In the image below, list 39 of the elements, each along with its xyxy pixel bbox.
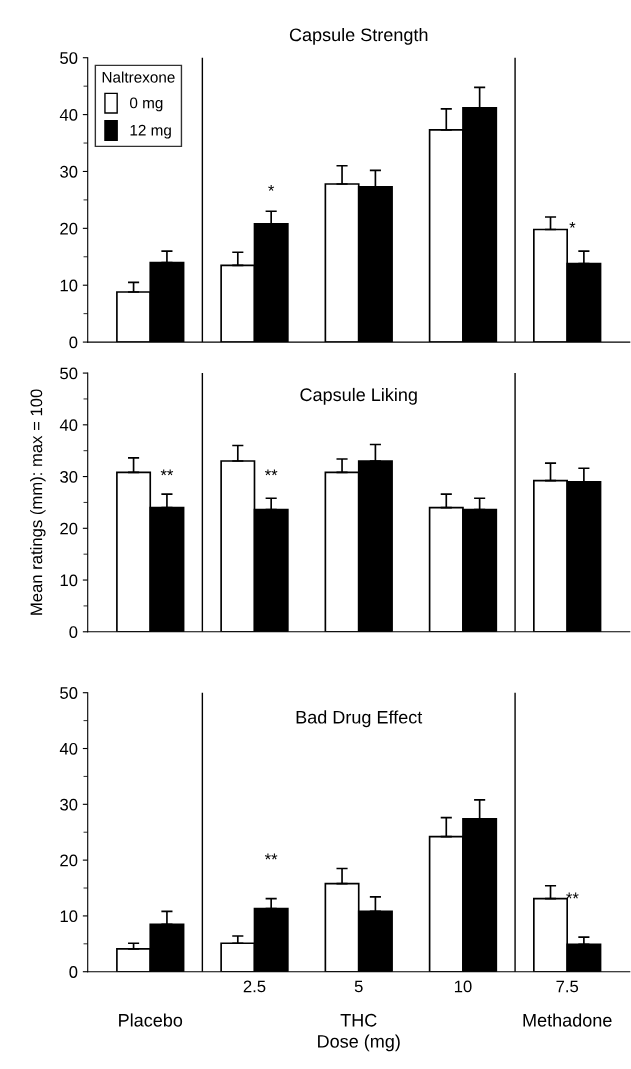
text: THC [340,1013,377,1027]
y-tick-label: 30 [60,470,78,483]
y-tick-label: 40 [59,109,78,121]
annotation: ** [264,469,278,476]
annotation: ** [566,892,579,899]
chart-title: Capsule Strength [289,27,428,45]
text: Methadone [523,1013,612,1027]
annotation: * [268,184,275,191]
annotation: ** [264,853,278,860]
y-axis-title: Mean ratings (mm): max = 100 [30,389,46,615]
x-tick-label: 7.5 [556,980,579,993]
y-tick-label: 30 [60,165,78,178]
y-tick-label: 20 [60,222,78,235]
x-tick-label: 5 [354,980,363,993]
y-tick-label: 40 [59,419,78,432]
y-tick-label: 30 [60,798,78,811]
y-tick-label: 20 [60,522,78,535]
y-tick-label: 10 [60,910,78,923]
y-tick-label: 0 [69,336,78,349]
x-tick-label: 2.5 [243,980,266,993]
legend-label: 0 mg [129,97,163,112]
x-axis-title: Dose (mg) [318,1034,400,1052]
y-tick-label: 10 [60,279,78,292]
legend-label: 12 mg [130,124,171,139]
annotation: * [569,221,576,228]
y-tick-label: 50 [60,687,78,699]
text: Placebo [119,1013,183,1027]
annotation: ** [160,469,174,476]
y-tick-label: 0 [69,966,78,978]
y-tick-label: 10 [60,574,78,587]
y-tick-label: 40 [59,742,78,755]
text: Capsule Liking [300,387,417,405]
y-tick-label: 20 [60,854,78,867]
legend-title: Naltrexone [102,71,175,83]
x-tick-label: 10 [454,980,472,993]
y-tick-label: 0 [69,626,78,638]
text: Bad Drug Effect [296,710,423,728]
y-tick-label: 50 [60,367,78,380]
y-tick-label: 50 [60,52,78,64]
